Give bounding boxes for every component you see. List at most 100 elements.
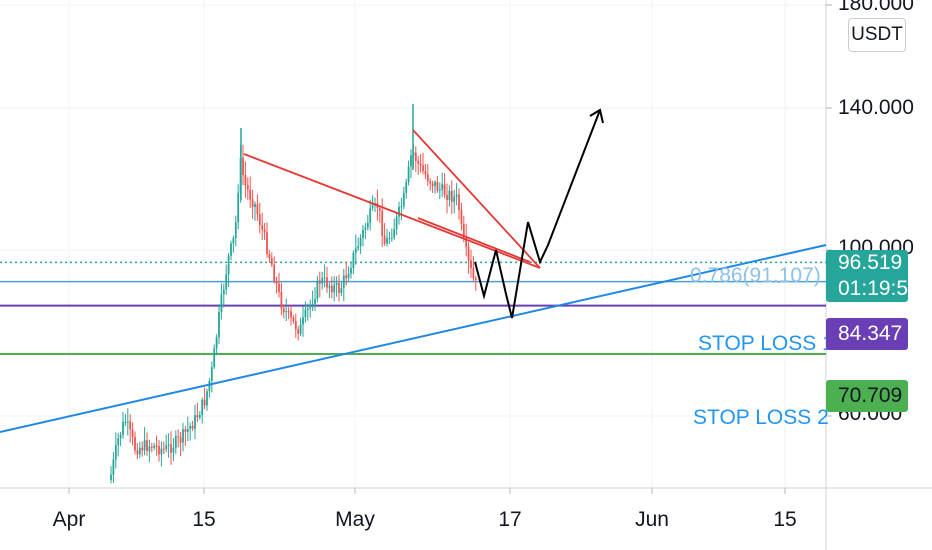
candle-body: [179, 437, 182, 443]
candle-body: [110, 474, 112, 480]
candle-body: [429, 181, 432, 184]
candle-body: [230, 243, 232, 256]
candle-body: [311, 303, 314, 305]
candle-body: [366, 222, 369, 228]
candle-body: [117, 438, 120, 446]
candle-body: [208, 380, 211, 392]
candle-body: [321, 277, 324, 284]
candle-body: [184, 429, 187, 432]
candle-body: [453, 196, 456, 202]
countdown-value: 01:19:53: [838, 277, 920, 300]
candle-body: [431, 183, 434, 187]
x-tick-label: 17: [498, 508, 522, 531]
candle-body: [254, 204, 256, 208]
candle-body: [177, 436, 180, 438]
candle-body: [402, 192, 405, 207]
candle-body: [434, 181, 436, 187]
candle-body: [410, 155, 412, 167]
candle-body: [364, 227, 367, 230]
candle-body: [383, 235, 386, 244]
candle-body: [422, 165, 424, 172]
candle-body: [290, 311, 292, 318]
candle-body: [258, 214, 261, 226]
triangle-upper-line: [243, 153, 541, 269]
candle-body: [222, 289, 225, 295]
stop-loss-2-label: STOP LOSS 2: [693, 406, 829, 429]
candle-body: [232, 237, 235, 244]
candle-body: [278, 283, 280, 292]
candle-body: [347, 273, 350, 279]
candle-body: [138, 447, 141, 455]
candle-body: [246, 185, 249, 190]
candle-body: [446, 195, 448, 201]
candle-body: [352, 252, 355, 268]
candle-body: [328, 285, 331, 288]
stop-loss-2-badge: 70.709: [826, 380, 908, 412]
candle-body: [220, 294, 223, 313]
candle-body: [194, 415, 196, 429]
y-tick-label: 180.000: [838, 0, 914, 15]
candle-body: [186, 428, 189, 432]
candle-body: [465, 237, 468, 247]
triangle-inner-line: [417, 217, 531, 263]
fib-level-label: 0.786(91.107): [690, 264, 821, 287]
candle-body: [460, 210, 463, 225]
candle-body: [342, 275, 345, 289]
candle-body: [263, 229, 266, 233]
candle-body: [165, 445, 168, 449]
candle-body: [448, 190, 451, 201]
candle-body: [441, 184, 444, 190]
candle-body: [249, 189, 252, 200]
candle-body: [234, 222, 237, 238]
candle-body: [129, 421, 132, 430]
stop-loss-1-badge: 84.347: [826, 318, 908, 350]
candle-body: [143, 440, 146, 451]
candle-body: [182, 429, 184, 443]
candle-body: [158, 445, 160, 455]
candle-body: [270, 258, 273, 265]
candle-body: [345, 275, 348, 279]
candle-body: [299, 324, 302, 334]
candle-body: [326, 277, 328, 288]
candle-body: [198, 415, 201, 418]
candle-body: [251, 199, 254, 208]
x-tick-label: Apr: [52, 508, 86, 531]
x-tick-label: 15: [773, 508, 797, 531]
candle-body: [386, 238, 388, 244]
candle-body: [122, 422, 124, 435]
candle-body: [261, 225, 264, 230]
x-tick-label: May: [335, 508, 375, 531]
candle-body: [419, 163, 422, 166]
candle-body: [472, 268, 475, 279]
candle-body: [359, 237, 362, 247]
candle-body: [131, 429, 134, 437]
triangle-lower-line: [412, 129, 541, 269]
candle-body: [126, 421, 129, 423]
candle-body: [395, 216, 398, 230]
candle-body: [172, 447, 175, 453]
currency-button[interactable]: USDT: [848, 18, 906, 52]
candle-body: [225, 274, 228, 290]
candle-body: [160, 448, 163, 455]
candle-body: [141, 447, 144, 451]
candle-body: [369, 207, 372, 223]
candle-body: [155, 445, 158, 447]
candle-body: [357, 246, 360, 249]
candle-body: [467, 246, 470, 261]
candle-body: [146, 440, 148, 451]
candle-body: [455, 194, 458, 197]
candle-body: [210, 367, 213, 381]
candle-body: [215, 337, 218, 349]
candle-body: [114, 445, 117, 460]
candle-body: [136, 450, 139, 455]
candle-body: [280, 291, 283, 309]
candle-body: [244, 174, 247, 186]
candle-body: [275, 281, 278, 284]
projection-arrowhead: [589, 108, 604, 124]
candle-body: [294, 321, 297, 330]
candle-body: [438, 189, 441, 191]
candle-body: [417, 160, 420, 164]
candle-body: [282, 308, 285, 313]
